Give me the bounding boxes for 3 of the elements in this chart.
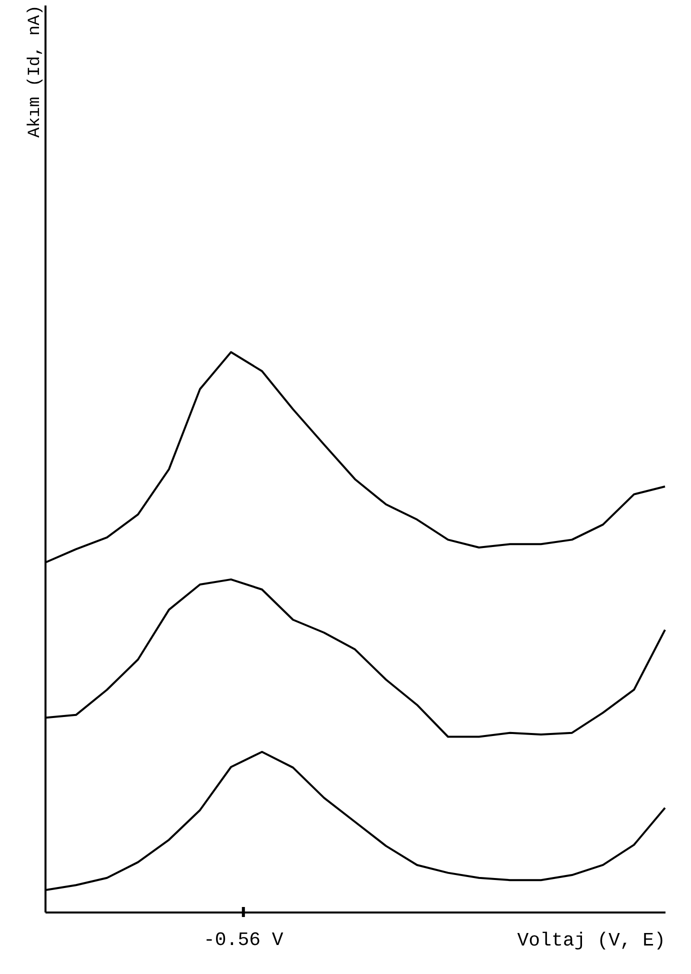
text: -0.56 V [203,929,284,951]
text: Akım (Id, nA) [26,5,45,138]
x-axis-title: Voltaj (V, E) [517,930,666,952]
